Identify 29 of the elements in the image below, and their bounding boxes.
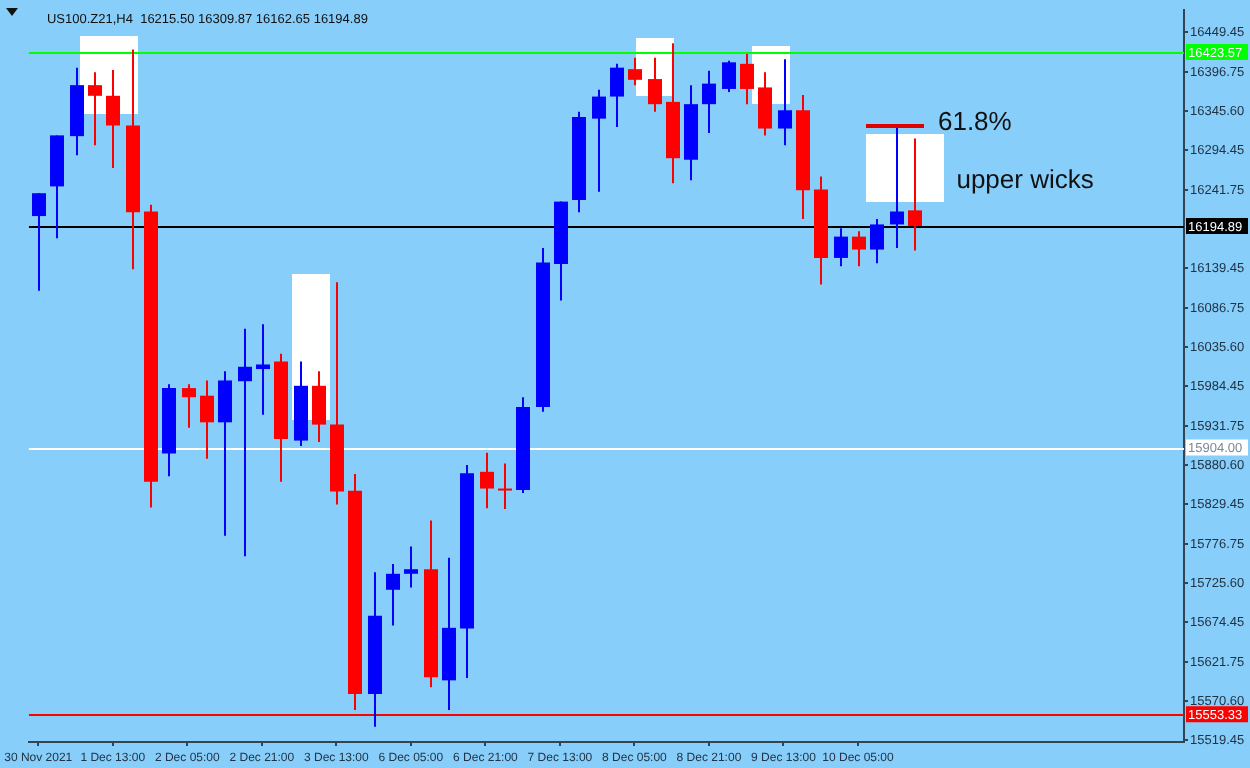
- annotation: 61.8%: [937, 106, 1013, 137]
- candlestick: [908, 137, 922, 252]
- candlestick: [386, 562, 400, 627]
- annotation: upper wicks: [956, 163, 1095, 194]
- candlestick: [758, 71, 772, 137]
- candlestick: [106, 68, 120, 170]
- candlestick: [870, 218, 884, 265]
- candlestick: [182, 383, 196, 429]
- candlestick: [722, 59, 736, 93]
- candlestick: [740, 52, 754, 106]
- candlestick: [834, 227, 848, 268]
- candlestick: [852, 230, 866, 268]
- candlestick: [404, 545, 418, 589]
- candlestick: [32, 192, 46, 292]
- candlestick: [648, 56, 662, 113]
- candlestick: [702, 69, 716, 135]
- candlestick: [778, 58, 792, 147]
- candlestick: [498, 462, 512, 511]
- candlestick: [238, 327, 252, 558]
- candlestick: [610, 62, 624, 129]
- candlestick: [218, 370, 232, 537]
- candlestick: [200, 379, 214, 460]
- candlestick: [256, 323, 270, 416]
- candlestick: [88, 71, 102, 147]
- candlestick: [480, 451, 494, 510]
- candlestick: [592, 88, 606, 193]
- candlestick: [890, 124, 904, 250]
- candlestick: [628, 56, 642, 87]
- candlestick: [312, 370, 326, 444]
